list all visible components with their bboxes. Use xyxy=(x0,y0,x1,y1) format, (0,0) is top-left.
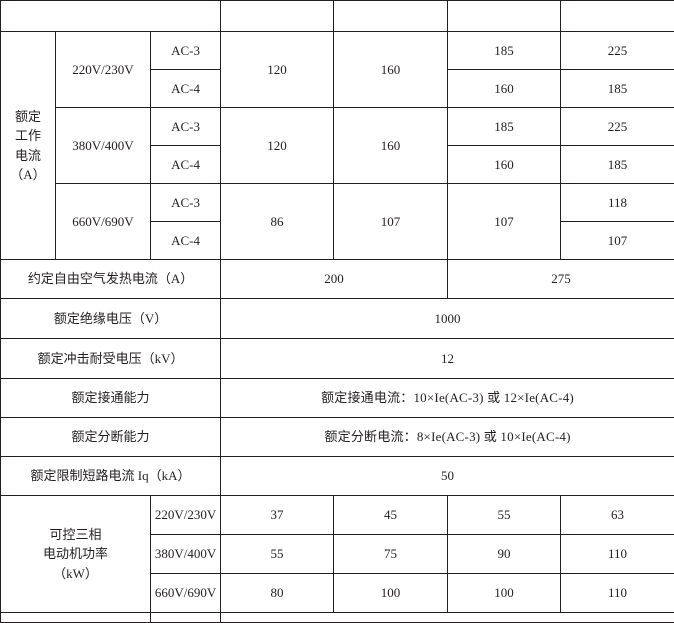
motor-power-220v-tgc1-160: 45 xyxy=(334,496,448,535)
header-model-tgc1-160: TGC1-160 xyxy=(334,1,448,32)
motor-power-voltage-380v: 380V/400V xyxy=(151,535,221,574)
ac-type-ac4: AC-4 xyxy=(151,70,221,108)
motor-power-380v-tgc1-185: 90 xyxy=(448,535,561,574)
making-capacity-value: 额定接通电流：10×Ie(AC-3) 或 12×Ie(AC-4) xyxy=(221,379,674,418)
rated-current-label-line-4: （A） xyxy=(3,165,53,185)
cell-220v-tgc1-160: 160 xyxy=(334,32,448,108)
cell-380v-ac4-tgc1-225: 185 xyxy=(561,146,674,184)
cell-660v-ac3-tgc1-225: 118 xyxy=(561,184,674,222)
motor-power-220v-tgc1-185: 55 xyxy=(448,496,561,535)
ac-type-ac4: AC-4 xyxy=(151,222,221,260)
header-model-label: 型号 xyxy=(1,1,221,32)
breaking-capacity-value: 额定分断电流：8×Ie(AC-3) 或 10×Ie(AC-4) xyxy=(221,418,674,457)
rated-current-label: 额定 工作 电流 （A） xyxy=(1,32,56,260)
partial-cell-values xyxy=(221,613,674,623)
motor-power-label: 可控三相 电动机功率 （kW） xyxy=(1,496,151,613)
cell-220v-ac3-tgc1-185: 185 xyxy=(448,32,561,70)
table-row: 额定分断能力 额定分断电流：8×Ie(AC-3) 或 10×Ie(AC-4) xyxy=(1,418,674,457)
table-row: 660V/690V AC-3 86 107 107 118 xyxy=(1,184,674,222)
table-header-row: 型号 TGC1-120 TGC1-160 TGC1-185 TGC1-225 xyxy=(1,1,674,32)
ac-type-ac4: AC-4 xyxy=(151,146,221,184)
ac-type-ac3: AC-3 xyxy=(151,108,221,146)
header-model-tgc1-185: TGC1-185 xyxy=(448,1,561,32)
motor-power-voltage-220v: 220V/230V xyxy=(151,496,221,535)
table-row: 可控三相 电动机功率 （kW） 220V/230V 37 45 55 63 xyxy=(1,496,674,535)
table-row: 额定冲击耐受电压（kV） 12 xyxy=(1,339,674,379)
short-circuit-current-value: 50 xyxy=(221,457,674,496)
table-row-partial xyxy=(1,613,674,623)
cell-380v-tgc1-160: 160 xyxy=(334,108,448,184)
making-capacity-label: 额定接通能力 xyxy=(1,379,221,418)
ac-type-ac3: AC-3 xyxy=(151,32,221,70)
impulse-voltage-label: 额定冲击耐受电压（kV） xyxy=(1,339,221,379)
rated-current-label-line-3: 电流 xyxy=(3,146,53,166)
cell-380v-ac4-tgc1-185: 160 xyxy=(448,146,561,184)
motor-power-380v-tgc1-225: 110 xyxy=(561,535,674,574)
thermal-current-value-right: 275 xyxy=(448,260,674,299)
partial-cell-voltage xyxy=(151,613,221,623)
table-row: 额定限制短路电流 Iq（kA） 50 xyxy=(1,457,674,496)
motor-power-660v-tgc1-185: 100 xyxy=(448,574,561,613)
motor-power-label-line-3: （kW） xyxy=(3,564,148,584)
header-model-tgc1-225: TGC1-225 xyxy=(561,1,674,32)
table-row: 额定绝缘电压（V） 1000 xyxy=(1,299,674,339)
motor-power-660v-tgc1-225: 110 xyxy=(561,574,674,613)
impulse-voltage-value: 12 xyxy=(221,339,674,379)
insulation-voltage-value: 1000 xyxy=(221,299,674,339)
rated-current-label-line-1: 额定 xyxy=(3,107,53,127)
voltage-label-220v: 220V/230V xyxy=(56,32,151,108)
thermal-current-label: 约定自由空气发热电流（A） xyxy=(1,260,221,299)
cell-660v-tgc1-120: 86 xyxy=(221,184,334,260)
motor-power-220v-tgc1-120: 37 xyxy=(221,496,334,535)
motor-power-660v-tgc1-120: 80 xyxy=(221,574,334,613)
motor-power-660v-tgc1-160: 100 xyxy=(334,574,448,613)
cell-220v-tgc1-120: 120 xyxy=(221,32,334,108)
table-row: 额定接通能力 额定接通电流：10×Ie(AC-3) 或 12×Ie(AC-4) xyxy=(1,379,674,418)
motor-power-220v-tgc1-225: 63 xyxy=(561,496,674,535)
thermal-current-value-left: 200 xyxy=(221,260,448,299)
motor-power-label-line-1: 可控三相 xyxy=(3,525,148,545)
motor-power-label-line-2: 电动机功率 xyxy=(3,544,148,564)
table-row: 额定 工作 电流 （A） 220V/230V AC-3 120 160 185 … xyxy=(1,32,674,70)
partial-cell-label xyxy=(1,613,151,623)
short-circuit-current-label: 额定限制短路电流 Iq（kA） xyxy=(1,457,221,496)
breaking-capacity-label: 额定分断能力 xyxy=(1,418,221,457)
cell-220v-ac3-tgc1-225: 225 xyxy=(561,32,674,70)
cell-660v-tgc1-185: 107 xyxy=(448,184,561,260)
cell-220v-ac4-tgc1-185: 160 xyxy=(448,70,561,108)
table-row: 380V/400V AC-3 120 160 185 225 xyxy=(1,108,674,146)
voltage-label-660v: 660V/690V xyxy=(56,184,151,260)
ac-type-ac3: AC-3 xyxy=(151,184,221,222)
motor-power-380v-tgc1-120: 55 xyxy=(221,535,334,574)
cell-660v-tgc1-160: 107 xyxy=(334,184,448,260)
cell-220v-ac4-tgc1-225: 185 xyxy=(561,70,674,108)
header-model-tgc1-120: TGC1-120 xyxy=(221,1,334,32)
motor-power-380v-tgc1-160: 75 xyxy=(334,535,448,574)
cell-380v-tgc1-120: 120 xyxy=(221,108,334,184)
table-row: 约定自由空气发热电流（A） 200 275 xyxy=(1,260,674,299)
voltage-label-380v: 380V/400V xyxy=(56,108,151,184)
insulation-voltage-label: 额定绝缘电压（V） xyxy=(1,299,221,339)
motor-power-voltage-660v: 660V/690V xyxy=(151,574,221,613)
cell-380v-ac3-tgc1-225: 225 xyxy=(561,108,674,146)
cell-660v-ac4-tgc1-225: 107 xyxy=(561,222,674,260)
rated-current-label-line-2: 工作 xyxy=(3,126,53,146)
cell-380v-ac3-tgc1-185: 185 xyxy=(448,108,561,146)
